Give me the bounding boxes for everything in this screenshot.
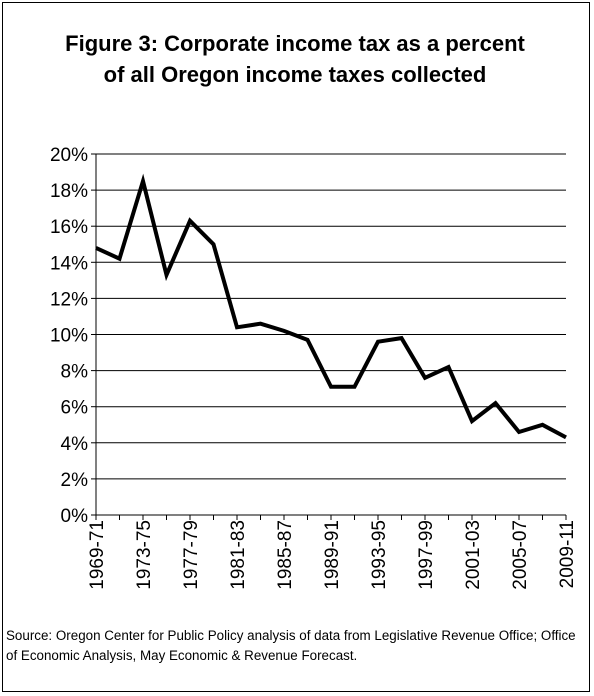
y-tick-label: 14% <box>50 253 88 274</box>
y-tick-label: 20% <box>50 145 88 166</box>
x-tick-label: 1977-79 <box>181 520 202 590</box>
x-tick-label: 1981-83 <box>228 520 249 590</box>
series-line <box>95 173 567 440</box>
y-tick-labels: 0% 2% 4% 6% 8% 10% 12% 14% 16% 18% 20% <box>50 145 88 527</box>
x-tick-label: 1989-91 <box>322 520 343 590</box>
x-tick-label: 2001-03 <box>463 520 484 590</box>
x-tick-label: 1985-87 <box>275 520 296 590</box>
x-tick-label: 1973-75 <box>134 520 155 590</box>
series-lines <box>95 173 567 440</box>
y-tick-label: 16% <box>50 217 88 238</box>
x-tick-label: 1969-71 <box>87 520 108 590</box>
y-tick-label: 2% <box>61 470 89 491</box>
chart-title: Figure 3: Corporate income tax as a perc… <box>65 31 525 87</box>
y-tick-label: 4% <box>61 434 89 455</box>
y-tick-label: 6% <box>61 398 89 419</box>
x-tick-label: 2009-11 <box>557 520 578 588</box>
x-tick-label: 1993-95 <box>369 520 390 590</box>
y-tick-label: 18% <box>50 181 88 202</box>
gridlines <box>96 153 566 480</box>
y-tick-label: 10% <box>50 326 88 347</box>
y-tick-label: 0% <box>61 506 89 527</box>
y-tick-label: 8% <box>61 362 89 383</box>
axes <box>91 153 567 520</box>
x-tick-label: 1997-99 <box>416 520 437 590</box>
source-note: Source: Oregon Center for Public Policy … <box>6 628 576 663</box>
x-tick-labels: 1969-71 1973-75 1977-79 1981-83 1985-87 1989-… <box>87 520 578 590</box>
x-tick-label: 2005-07 <box>510 520 531 590</box>
y-tick-label: 12% <box>50 289 88 310</box>
